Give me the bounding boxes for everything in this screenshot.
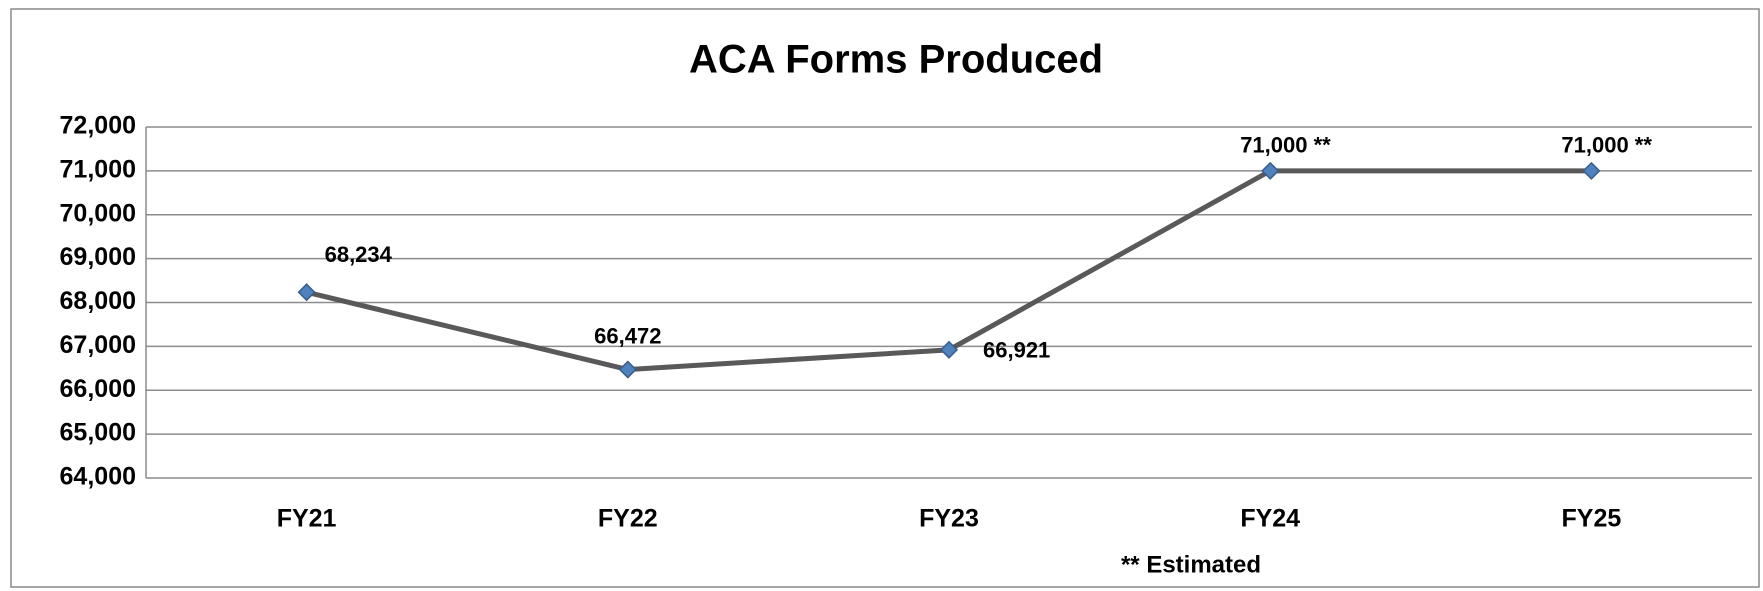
marker (1582, 161, 1601, 180)
x-tick-label: FY22 (598, 505, 658, 533)
data-label: 66,472 (594, 323, 661, 348)
x-tick-label: FY24 (1240, 505, 1300, 533)
marker (1261, 161, 1280, 180)
data-label: 66,921 (983, 338, 1050, 363)
x-tick-label: FY25 (1562, 505, 1622, 533)
y-tick-label: 69,000 (60, 243, 136, 271)
chart-title: ACA Forms Produced (689, 38, 1103, 82)
y-tick-label: 68,000 (60, 287, 136, 315)
annotation: ** Estimated (1121, 551, 1261, 578)
data-label: 68,234 (325, 242, 393, 267)
y-tick-label: 64,000 (60, 463, 136, 491)
y-tick-label: 72,000 (60, 112, 136, 140)
marker (618, 360, 637, 379)
x-tick-label: FY21 (277, 505, 337, 533)
data-label: 71,000 ** (1240, 133, 1331, 158)
marker (939, 340, 959, 359)
x-tick-label: FY23 (919, 505, 979, 533)
y-tick-label: 67,000 (60, 331, 136, 359)
data-label: 71,000 ** (1561, 133, 1652, 158)
y-tick-label: 71,000 (60, 155, 136, 183)
chart-frame (10, 8, 1760, 588)
y-tick-label: 70,000 (60, 199, 136, 227)
marker (297, 283, 316, 302)
y-tick-label: 66,000 (60, 375, 136, 403)
y-tick-label: 65,000 (60, 419, 136, 447)
